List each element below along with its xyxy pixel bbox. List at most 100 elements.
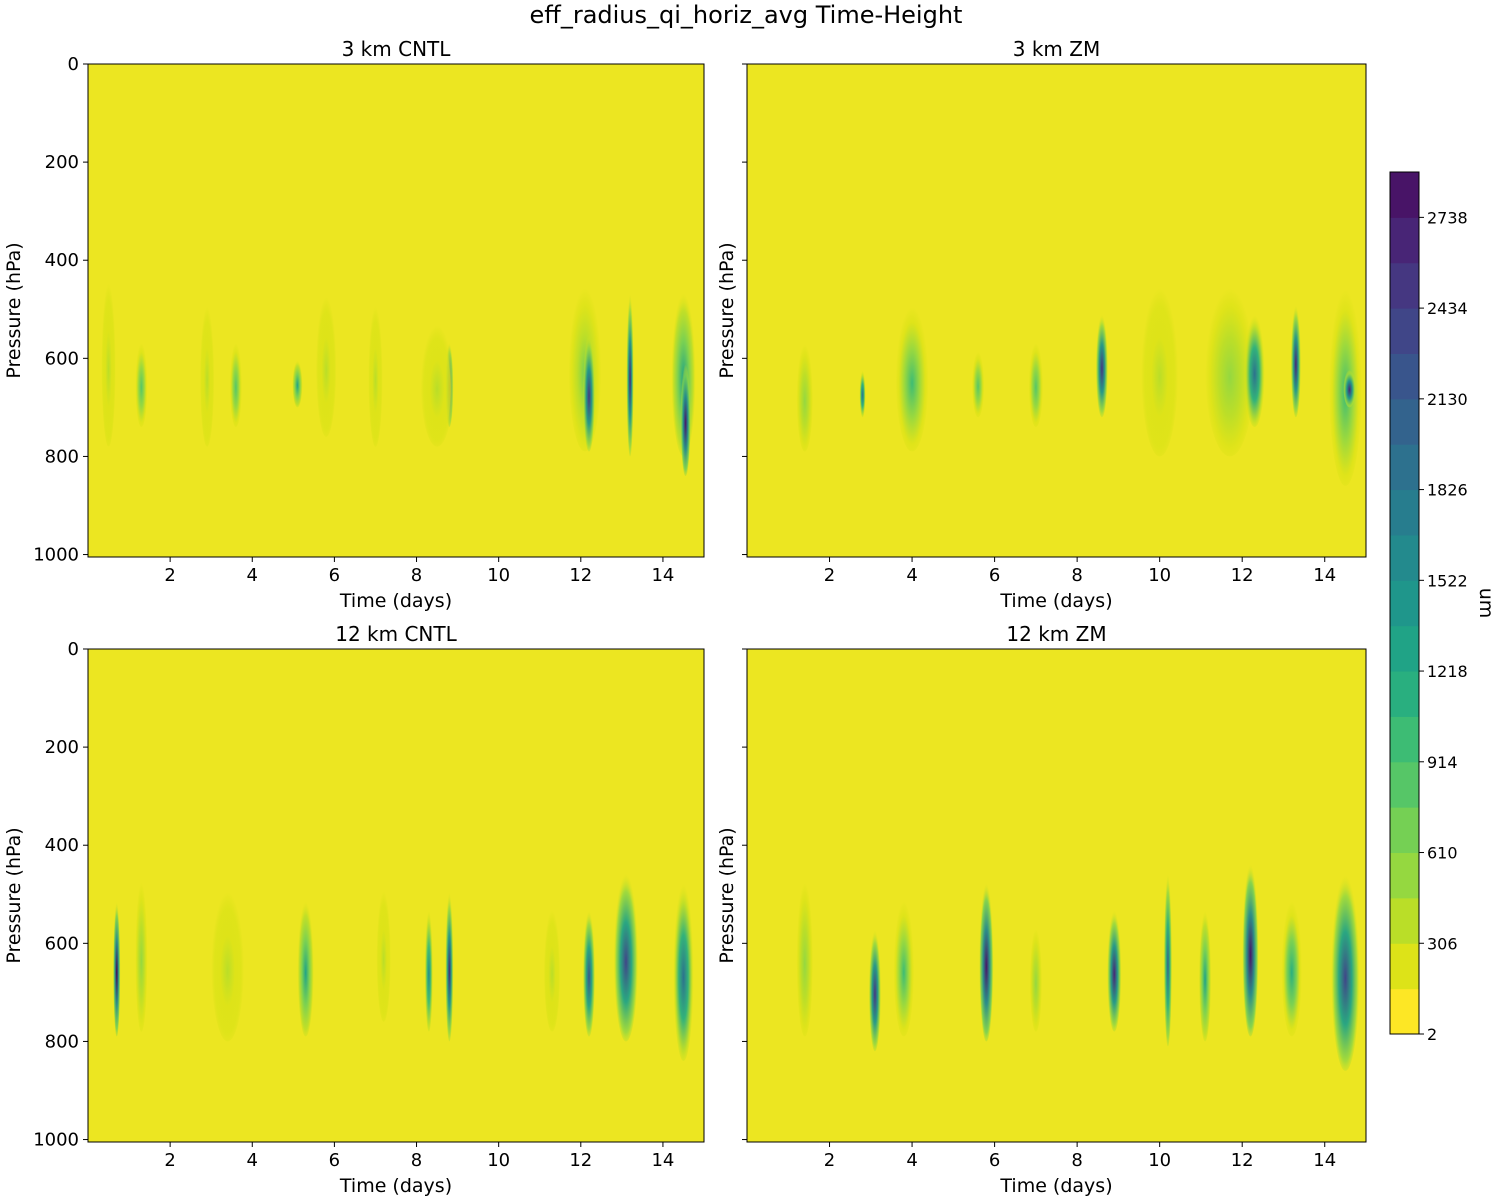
x-tick-label: 8 [411,565,422,586]
x-tick-label: 8 [1071,1150,1082,1171]
y-tick-label: 400 [45,250,79,271]
panels: 3 km CNTL 2 4 6 8 10 12 14 0 200 400 600 800 1000 Time… [3,37,1367,1197]
colorbar-segment [1390,761,1419,808]
data-cell [101,274,116,447]
x-tick-label: 12 [1231,565,1254,586]
panel-title: 12 km ZM [1006,622,1106,646]
colorbar-segment [1390,625,1419,672]
y-axis-label: Pressure (hPa) [716,242,738,378]
data-cell [1290,299,1302,418]
x-tick-label: 14 [651,1150,674,1171]
data-cell [135,338,148,428]
y-axis-label: Pressure (hPa) [3,242,25,378]
colorbar-tick-label: 2738 [1427,208,1468,227]
x-axis-label: Time (days) [339,1175,452,1197]
x-tick-label: 4 [906,1150,917,1171]
data-cell [1095,309,1109,418]
x-axis-label: Time (days) [999,590,1112,612]
y-tick-label: 1000 [33,1130,79,1151]
data-cell [1029,923,1043,1032]
panel-frame [746,63,1367,558]
data-cell [582,904,596,1037]
data-cell [420,319,454,447]
figure-title: eff_radius_qi_horiz_avg Time-Height [530,1,963,29]
colorbar-tick-label: 1826 [1427,481,1468,500]
colorbar-segment [1390,217,1419,264]
data-cell [979,874,994,1042]
y-tick-label: 200 [45,152,79,173]
x-tick-label: 6 [989,565,1000,586]
data-cell [424,904,433,1032]
data-cell [1198,904,1212,1042]
x-axis-label: Time (days) [339,590,452,612]
data-cell [113,894,121,1037]
y-tick-label: 1000 [33,545,79,566]
panel-frame [87,63,705,558]
x-tick-label: 10 [487,565,510,586]
x-tick-label: 12 [569,565,592,586]
x-tick-label: 6 [989,1150,1000,1171]
panel-4: 12 km ZM 2 4 6 8 10 12 14 Time (days) Pressure (h… [716,622,1367,1197]
colorbar-tick-label: 306 [1427,934,1458,953]
colorbar-segment [1390,353,1419,400]
colorbar-segment [1390,580,1419,627]
panel-2: 3 km ZM 2 4 6 8 10 12 14 Time (days) Pressure (hP… [716,37,1367,612]
data-cell [1330,864,1360,1071]
colorbar-segment [1390,988,1419,1035]
colorbar-segment [1390,172,1419,218]
data-cell [1141,279,1179,457]
colorbar-segment [1390,807,1419,854]
x-tick-label: 12 [569,1150,592,1171]
data-cell [315,289,337,437]
colorbar-segment [1390,897,1419,944]
colorbar-label: um [1475,588,1497,619]
colorbar-frame [1389,171,1420,1035]
data-cell [680,358,691,477]
y-tick-label: 200 [45,737,79,758]
colorbar-tick-label: 1522 [1427,571,1468,590]
colorbar-tick-label: 2 [1427,1025,1437,1044]
colorbar-segment [1390,489,1419,536]
x-tick-label: 4 [906,565,917,586]
x-tick-label: 4 [247,1150,258,1171]
plot-background [747,64,1366,557]
data-cell [368,299,383,447]
plot-area [796,279,1362,486]
data-cell [1244,309,1265,428]
x-tick-label: 2 [824,565,835,586]
x-tick-label: 4 [247,565,258,586]
x-tick-label: 6 [329,565,340,586]
y-tick-label: 600 [45,348,79,369]
plot-area [796,855,1360,1071]
data-cell [1205,279,1255,457]
colorbar-tick-label: 2130 [1427,390,1468,409]
panel-title: 3 km ZM [1013,37,1100,61]
x-tick-label: 14 [1313,565,1336,586]
data-cell [796,338,814,452]
x-tick-label: 14 [1313,1150,1336,1171]
data-cell [211,884,245,1042]
data-cell [895,299,929,452]
panel-1: 3 km CNTL 2 4 6 8 10 12 14 0 200 400 600 800 1000 Time… [3,37,705,612]
colorbar-segment [1390,716,1419,763]
panel-title: 3 km CNTL [342,37,452,61]
y-tick-label: 400 [45,835,79,856]
x-axis-label: Time (days) [999,1175,1112,1197]
panel-3: 12 km CNTL 2 4 6 8 10 12 14 0 200 400 600 800 1000 Tim… [3,622,705,1197]
data-cell [1028,338,1044,428]
x-tick-label: 10 [487,1150,510,1171]
panel-title: 12 km CNTL [335,622,457,646]
x-tick-label: 6 [329,1150,340,1171]
data-cell [1242,855,1259,1037]
colorbar-segment [1390,262,1419,309]
data-cell [971,348,985,418]
data-cell [796,874,814,1037]
data-cell [1163,864,1173,1047]
colorbar: 2 306 610 914 1218 1522 1826 2130 2434 2738 um [1389,171,1497,1044]
data-cell [1281,894,1303,1037]
panel-frame [87,648,705,1143]
data-cell [673,874,694,1062]
y-tick-label: 0 [68,54,79,75]
y-tick-label: 600 [45,933,79,954]
